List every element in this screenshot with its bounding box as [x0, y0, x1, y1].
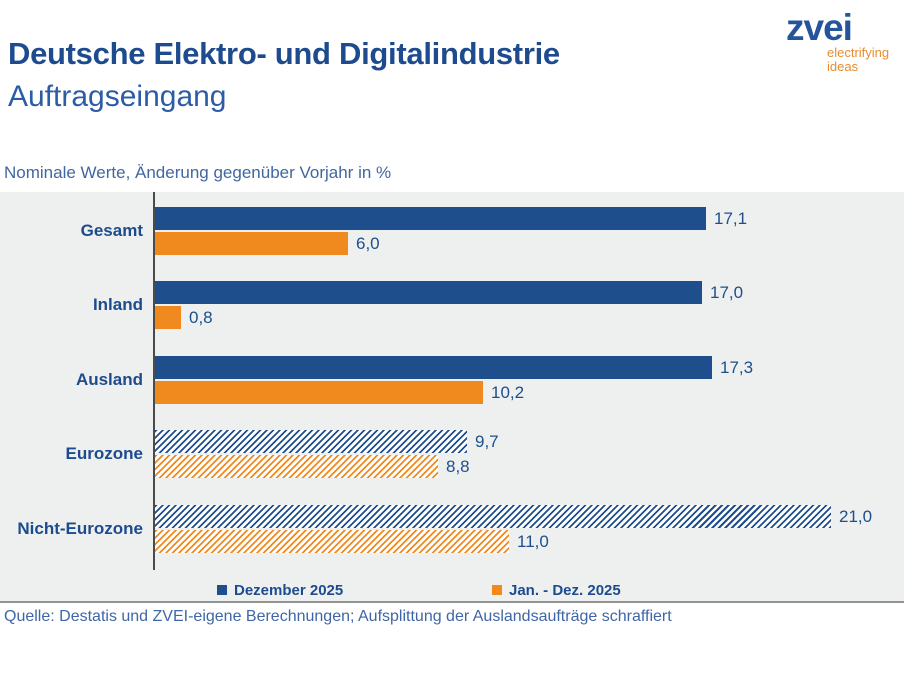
chart-plot-area: Gesamt 17,1 6,0 Inland 17,0 0,8 Ausland 17,3 10,…: [0, 192, 904, 603]
bar-dezember-2025-nicht-eurozone: [155, 505, 831, 528]
category-label-gesamt: Gesamt: [80, 221, 143, 240]
legend-item-jan-dez-2025: Jan. - Dez. 2025: [492, 581, 621, 599]
bar-dezember-2025-inland: [155, 281, 702, 304]
zvei-logo: zvei electrifying ideas: [786, 7, 889, 74]
zvei-logo-tagline-line1: electrifying: [827, 45, 890, 60]
category-label-ausland: Ausland: [75, 370, 143, 389]
bar-value-dezember-2025-gesamt: 17,1: [714, 209, 748, 228]
legend-swatch: [492, 585, 502, 595]
y-axis-line: [153, 192, 155, 570]
chart-note: Nominale Werte, Änderung gegenüber Vorja…: [4, 163, 392, 182]
legend-swatch: [217, 585, 227, 595]
legend-label: Dezember 2025: [234, 581, 344, 599]
bar-jan-dez-2025-eurozone: [155, 455, 438, 478]
bar-value-jan-dez-2025-eurozone: 8,8: [446, 457, 470, 476]
bar-jan-dez-2025-gesamt: [155, 232, 348, 255]
bar-value-dezember-2025-inland: 17,0: [710, 283, 744, 302]
category-label-inland: Inland: [92, 295, 143, 314]
zvei-logo-tagline-line2: ideas: [827, 59, 859, 74]
bar-value-jan-dez-2025-nicht-eurozone: 11,0: [517, 532, 549, 551]
bar-jan-dez-2025-inland: [155, 306, 181, 329]
page-title: Deutsche Elektro- und Digitalindustrie: [8, 36, 560, 71]
page-subtitle: Auftragseingang: [8, 80, 227, 113]
bar-value-dezember-2025-ausland: 17,3: [720, 358, 754, 377]
bar-jan-dez-2025-nicht-eurozone: [155, 530, 509, 553]
bar-dezember-2025-gesamt: [155, 207, 706, 230]
zvei-logo-tagline: electrifying ideas: [827, 46, 889, 74]
bar-jan-dez-2025-ausland: [155, 381, 483, 404]
bar-dezember-2025-ausland: [155, 356, 712, 379]
source-note: Quelle: Destatis und ZVEI-eigene Berechn…: [4, 608, 672, 625]
bar-value-jan-dez-2025-gesamt: 6,0: [356, 234, 380, 253]
bar-value-dezember-2025-nicht-eurozone: 21,0: [839, 507, 873, 526]
bar-value-dezember-2025-eurozone: 9,7: [475, 432, 499, 451]
bar-value-jan-dez-2025-ausland: 10,2: [491, 383, 525, 402]
legend-item-dezember-2025: Dezember 2025: [217, 581, 343, 599]
category-label-nicht-eurozone: Nicht-Eurozone: [17, 519, 143, 538]
bar-dezember-2025-eurozone: [155, 430, 467, 453]
category-label-eurozone: Eurozone: [65, 444, 143, 463]
bar-value-jan-dez-2025-inland: 0,8: [189, 308, 213, 327]
zvei-logo-wordmark: zvei: [786, 7, 853, 48]
legend-label: Jan. - Dez. 2025: [509, 581, 621, 599]
